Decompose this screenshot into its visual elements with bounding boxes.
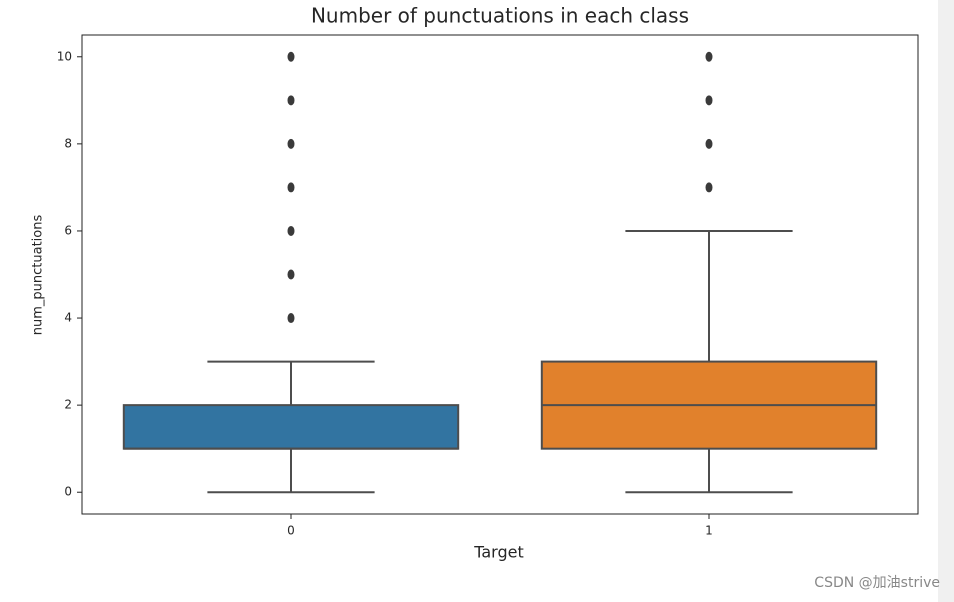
chart-title: Number of punctuations in each class (311, 4, 689, 28)
y-axis-label: num_punctuations (31, 215, 46, 336)
plot-area: 0 2 4 6 8 10 0 1 (57, 49, 878, 538)
outlier (287, 269, 295, 280)
axes-frame (81, 34, 919, 515)
outlier (287, 138, 295, 149)
y-tick-label: 2 (64, 398, 72, 412)
outlier (287, 95, 295, 106)
outlier (287, 313, 295, 324)
outlier (705, 182, 713, 193)
outlier (705, 95, 713, 106)
y-tick-label: 10 (57, 49, 72, 63)
y-tick-label: 8 (64, 136, 72, 150)
y-tick-label: 0 (64, 485, 72, 499)
outlier (287, 225, 295, 236)
outlier (705, 51, 713, 62)
y-tick-label: 6 (64, 223, 72, 237)
scrollbar-strip (938, 0, 954, 602)
box (122, 404, 460, 450)
y-tick-label: 4 (64, 311, 72, 325)
x-tick-label: 0 (287, 524, 295, 538)
x-axis-label: Target (473, 543, 524, 562)
x-tick-label: 1 (705, 524, 713, 538)
outlier (287, 182, 295, 193)
outlier (287, 51, 295, 62)
outlier (705, 138, 713, 149)
watermark: CSDN @加油strive (814, 575, 940, 591)
